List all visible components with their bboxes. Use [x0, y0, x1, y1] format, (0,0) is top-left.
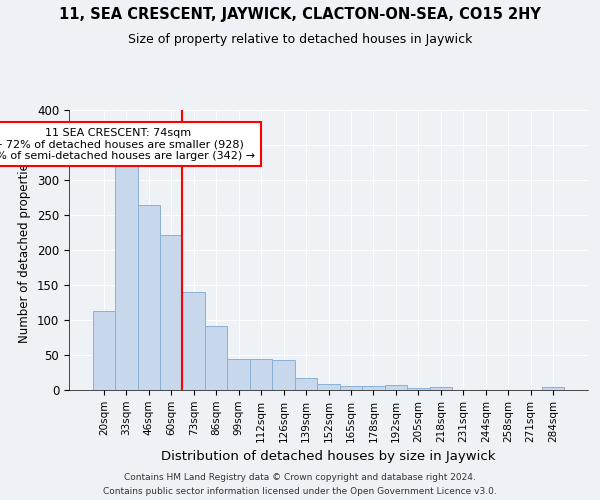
- Bar: [92, 311, 115, 390]
- Bar: [160, 236, 182, 390]
- Bar: [385, 385, 407, 390]
- Bar: [272, 360, 295, 390]
- Bar: [115, 158, 137, 390]
- Y-axis label: Number of detached properties: Number of detached properties: [19, 157, 31, 343]
- Bar: [362, 386, 385, 390]
- Bar: [137, 205, 160, 390]
- Bar: [205, 326, 227, 390]
- Bar: [317, 384, 340, 390]
- Bar: [542, 387, 565, 390]
- Bar: [182, 292, 205, 390]
- Text: 11, SEA CRESCENT, JAYWICK, CLACTON-ON-SEA, CO15 2HY: 11, SEA CRESCENT, JAYWICK, CLACTON-ON-SE…: [59, 8, 541, 22]
- Bar: [430, 387, 452, 390]
- Text: Size of property relative to detached houses in Jaywick: Size of property relative to detached ho…: [128, 32, 472, 46]
- Text: 11 SEA CRESCENT: 74sqm
← 72% of detached houses are smaller (928)
27% of semi-de: 11 SEA CRESCENT: 74sqm ← 72% of detached…: [0, 128, 255, 160]
- Bar: [295, 378, 317, 390]
- Bar: [227, 358, 250, 390]
- Text: Contains HM Land Registry data © Crown copyright and database right 2024.: Contains HM Land Registry data © Crown c…: [124, 472, 476, 482]
- X-axis label: Distribution of detached houses by size in Jaywick: Distribution of detached houses by size …: [161, 450, 496, 463]
- Text: Contains public sector information licensed under the Open Government Licence v3: Contains public sector information licen…: [103, 488, 497, 496]
- Bar: [250, 359, 272, 390]
- Bar: [340, 386, 362, 390]
- Bar: [407, 388, 430, 390]
